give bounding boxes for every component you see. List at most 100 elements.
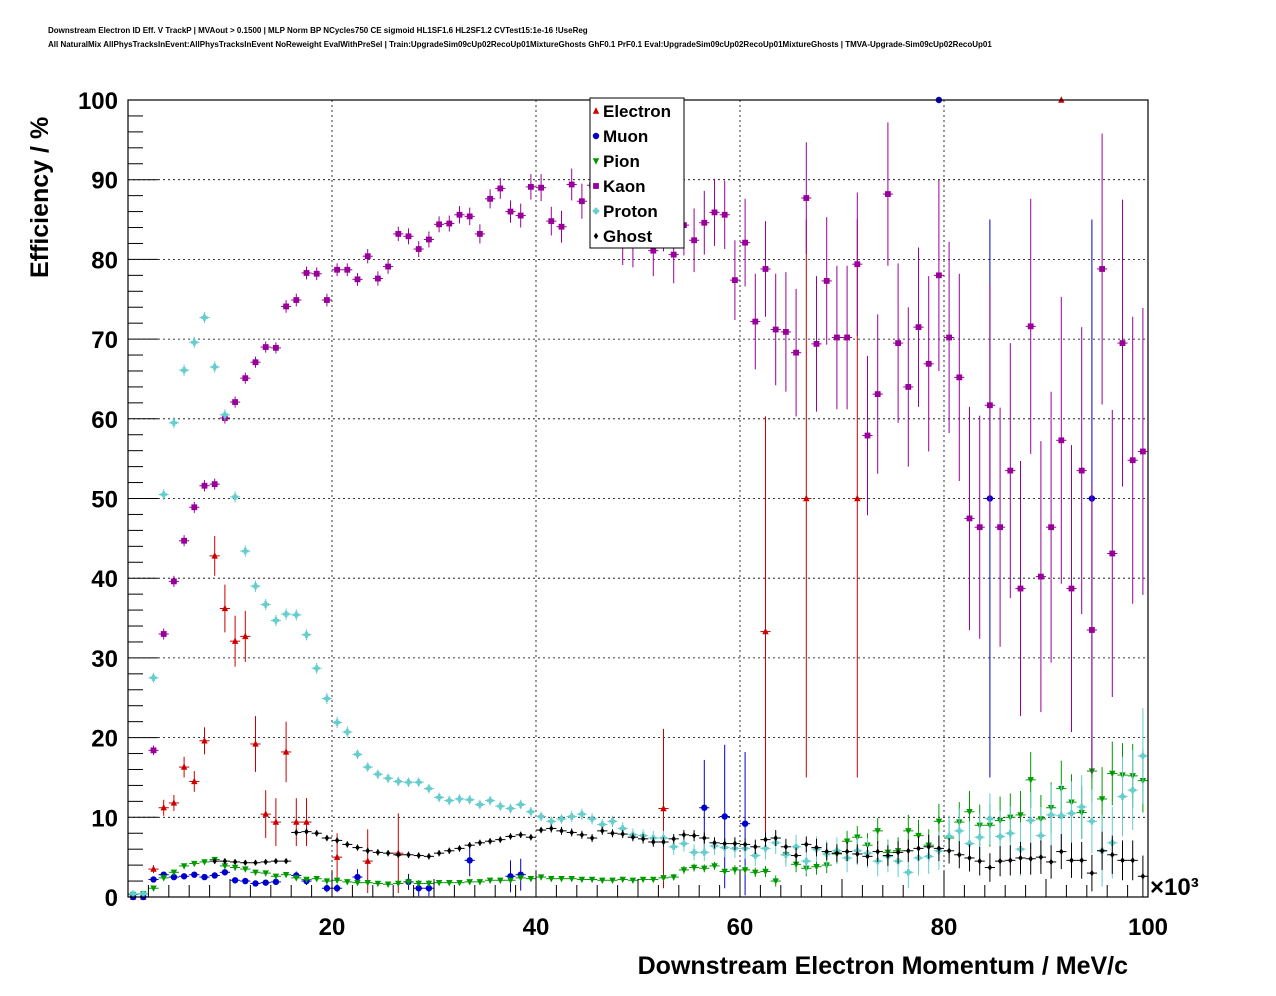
proton-point xyxy=(219,409,230,421)
kaon-marker xyxy=(1099,266,1105,272)
kaon-marker xyxy=(874,391,881,397)
legend-label: Proton xyxy=(603,202,658,221)
pion-point xyxy=(352,879,363,887)
kaon-point xyxy=(291,293,302,307)
y-tick-label: 80 xyxy=(91,247,118,274)
proton-point xyxy=(138,890,149,898)
ghost-point xyxy=(709,837,720,849)
kaon-point xyxy=(230,396,241,408)
electron-marker xyxy=(221,604,229,612)
kaon-marker xyxy=(477,230,483,237)
pion-marker xyxy=(568,875,575,883)
kaon-point xyxy=(903,307,914,467)
proton-point xyxy=(587,813,598,825)
proton-point xyxy=(984,793,995,845)
kaon-point xyxy=(434,216,445,233)
muon-marker xyxy=(252,880,259,887)
ghost-point xyxy=(250,859,261,866)
legend-entry-muon: Muon xyxy=(592,127,648,146)
kaon-point xyxy=(995,407,1006,647)
pion-marker xyxy=(711,863,718,870)
muon-point xyxy=(505,860,516,893)
data-points xyxy=(128,96,1148,901)
pion-marker xyxy=(384,881,392,888)
pion-point xyxy=(332,877,343,884)
ghost-marker xyxy=(783,843,789,850)
ghost-point xyxy=(791,847,802,864)
kaon-point xyxy=(984,285,995,525)
pion-marker xyxy=(282,871,290,879)
proton-marker xyxy=(150,674,157,682)
kaon-marker xyxy=(823,278,830,284)
axis-ticks xyxy=(128,99,1149,898)
pion-marker xyxy=(599,877,606,884)
pion-marker xyxy=(1109,770,1116,778)
electron-point xyxy=(291,798,302,846)
ghost-marker xyxy=(691,832,697,839)
proton-marker xyxy=(282,610,290,618)
proton-marker xyxy=(976,834,983,841)
y-tick-label: 90 xyxy=(91,168,118,195)
proton-marker xyxy=(1037,832,1045,839)
proton-marker xyxy=(803,857,810,865)
pion-marker xyxy=(558,875,565,883)
ghost-marker xyxy=(681,831,687,839)
kaon-point xyxy=(862,355,873,516)
pion-marker xyxy=(966,809,973,816)
kaon-marker xyxy=(793,349,799,356)
ghost-marker xyxy=(345,841,350,848)
proton-point xyxy=(566,810,577,823)
pion-marker xyxy=(670,874,677,881)
pion-marker xyxy=(313,875,320,883)
ghost-marker xyxy=(834,849,840,857)
kaon-marker xyxy=(1038,573,1044,580)
pion-point xyxy=(250,869,261,876)
proton-marker xyxy=(762,845,769,852)
proton-point xyxy=(148,673,159,683)
kaon-point xyxy=(311,267,322,281)
proton-marker xyxy=(701,849,708,856)
proton-point xyxy=(230,491,241,503)
kaon-marker xyxy=(375,275,381,282)
ghost-point xyxy=(1076,842,1087,879)
pion-point xyxy=(168,869,179,876)
proton-point xyxy=(342,726,353,738)
kaon-marker xyxy=(987,402,993,409)
kaon-marker xyxy=(273,344,279,351)
ghost-marker xyxy=(732,840,738,847)
electron-point xyxy=(240,610,251,662)
pion-marker xyxy=(425,880,433,888)
electron-point xyxy=(658,728,669,889)
kaon-point xyxy=(893,263,904,423)
kaon-point xyxy=(423,231,434,248)
kaon-point xyxy=(464,207,475,226)
kaon-point xyxy=(352,272,363,286)
electron-marker xyxy=(262,810,269,817)
proton-point xyxy=(1117,756,1128,837)
legend-marker-ghost xyxy=(593,232,599,240)
pion-point xyxy=(678,865,689,874)
proton-marker xyxy=(405,779,412,786)
ghost-marker xyxy=(406,851,411,858)
kaon-marker xyxy=(1089,627,1095,633)
kaon-marker xyxy=(354,276,361,283)
pion-marker xyxy=(935,818,943,825)
ghost-marker xyxy=(416,852,421,859)
ghost-marker xyxy=(273,857,279,865)
pion-point xyxy=(770,875,781,887)
ghost-marker xyxy=(671,835,676,843)
kaon-marker xyxy=(1140,448,1146,455)
kaon-point xyxy=(882,122,893,266)
kaon-point xyxy=(709,178,720,246)
ghost-point xyxy=(658,837,669,847)
y-tick-label: 60 xyxy=(91,407,118,434)
kaon-marker xyxy=(711,209,718,216)
pion-marker xyxy=(272,873,280,880)
kaon-marker xyxy=(211,481,218,488)
pion-marker xyxy=(1027,777,1034,784)
kaon-point xyxy=(556,210,567,243)
pion-marker xyxy=(1098,796,1106,803)
ghost-point xyxy=(842,842,853,862)
ghost-marker xyxy=(936,845,942,852)
proton-marker xyxy=(242,547,249,555)
